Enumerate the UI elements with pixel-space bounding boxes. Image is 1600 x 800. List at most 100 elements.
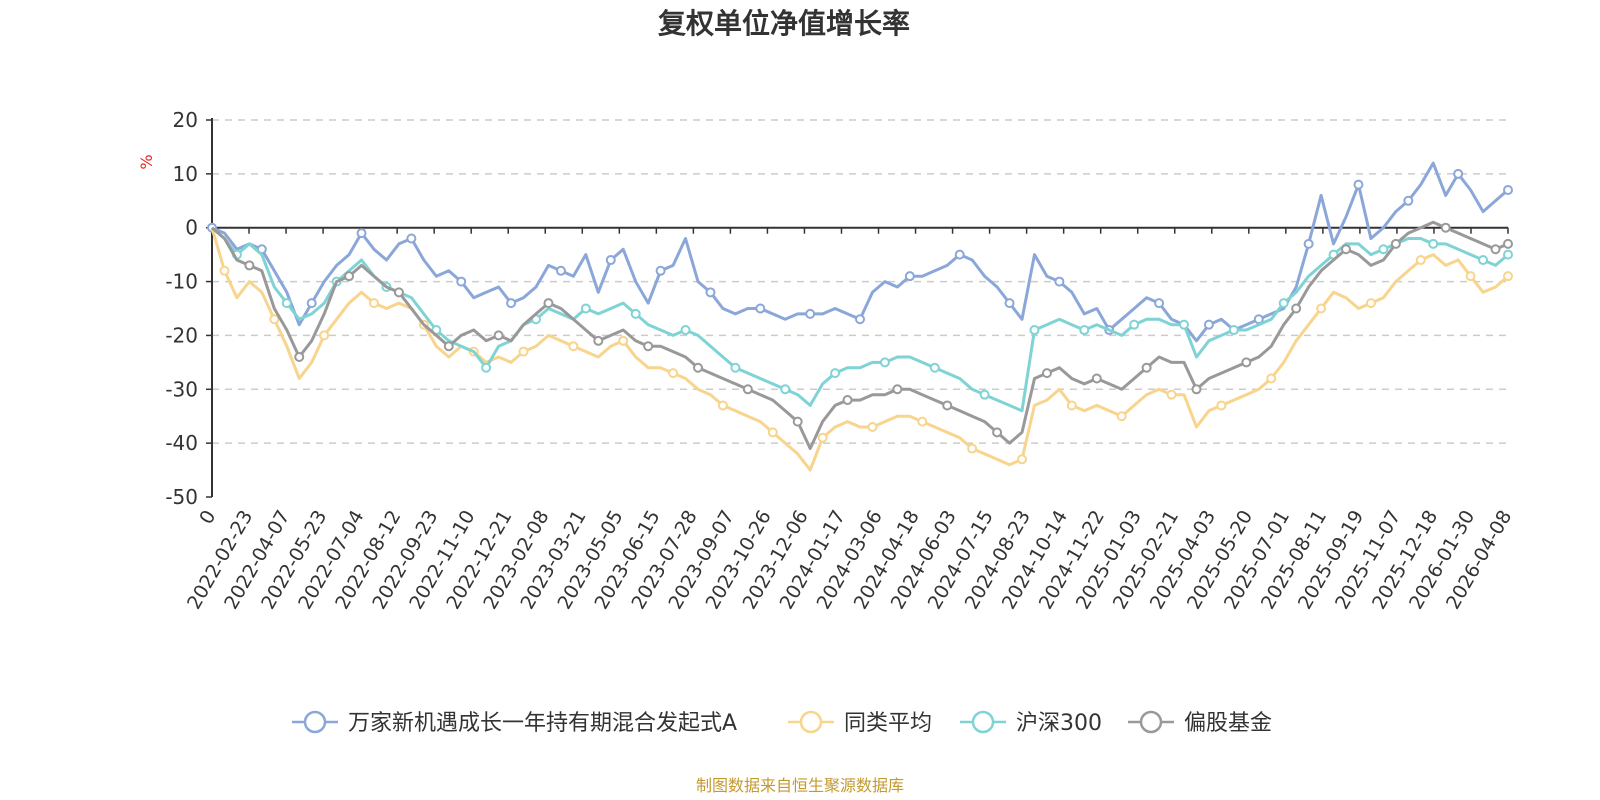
plot-area [207,161,1513,472]
series-point [1228,325,1239,336]
legend-marker [303,710,327,734]
series-line [211,220,1509,450]
series-point [767,427,778,438]
series-point [1316,303,1327,314]
legend: 万家新机遇成长一年持有期混合发起式A 同类平均 沪深300 偏股基金 [292,710,1272,736]
legend-marker [799,710,823,734]
series-point [518,346,529,357]
series-point [1291,303,1302,314]
legend-item[interactable]: 万家新机遇成长一年持有期混合发起式A [292,710,737,736]
series-point [281,298,292,309]
series-point [717,400,728,411]
series-point [1029,325,1040,336]
series-line [211,161,1509,343]
legend-item[interactable]: 沪深300 [960,710,1102,736]
series-point [244,260,255,271]
series-point [1503,185,1513,196]
series-point [543,298,554,309]
series-point [269,314,280,325]
y-tick-label: 20 [173,108,198,132]
series-line [210,227,1509,472]
series-point [954,249,965,260]
series-point [1203,319,1214,330]
series-point [668,368,679,379]
series-point [1503,249,1513,260]
series-point [1017,454,1027,465]
series-point [1004,298,1015,309]
series-point [618,335,629,346]
series-point [1341,244,1351,255]
series-point [630,308,641,319]
series-point [1390,238,1401,249]
series-point [1191,384,1202,395]
series-point [306,298,317,309]
series-point [1091,373,1102,384]
y-axis: 20 10 0 -10 -20 -30 -40 -50 [165,108,213,509]
grid-lines [212,119,1508,444]
y-tick-label: -30 [165,377,198,401]
series-point [1166,389,1177,400]
series-point [817,432,828,443]
series-point [780,384,791,395]
series-point [1453,168,1464,179]
series-point [992,427,1003,438]
series-point [1066,400,1077,411]
series-point [879,357,890,368]
series-point [1179,319,1189,330]
series-point [755,303,766,314]
legend-label: 沪深300 [1016,711,1102,736]
y-tick-label: -50 [165,485,198,509]
legend-marker [971,710,995,734]
y-tick-label: -40 [165,431,198,455]
series-point [1216,400,1227,411]
series-point [506,298,517,309]
series-point [1116,411,1127,422]
series-point [1465,271,1476,282]
series-point [892,384,903,395]
series-point [1378,244,1389,255]
series-point [219,265,230,276]
legend-item[interactable]: 偏股基金 [1128,710,1272,736]
series-point [705,287,716,298]
series-point [967,443,978,454]
series-point [493,330,504,341]
y-tick-label: 0 [185,216,198,240]
series-point [456,276,467,287]
x-tick-label: 0 [195,507,220,528]
series-point [1415,255,1426,266]
series-point [867,421,878,432]
series-point [917,416,928,427]
series-point [344,271,355,282]
series-point [356,228,367,239]
source-note: 制图数据来自恒生聚源数据库 [696,776,904,795]
y-axis-unit: % [137,154,156,169]
chart-title: 复权单位净值增长率 [658,7,910,40]
series-point [929,362,940,373]
series-point [855,314,865,325]
series-point [904,271,915,282]
series-point [805,308,816,319]
y-tick-label: -20 [165,323,198,347]
legend-label: 同类平均 [844,711,932,736]
series-point [742,384,753,395]
series-point [319,330,330,341]
series-point [1440,222,1451,233]
series-point [1154,298,1165,309]
series-point [1303,238,1314,249]
series-point [842,395,853,406]
series-point [730,362,741,373]
series-point [568,341,579,352]
series-point [481,362,492,373]
series-point [1241,357,1252,368]
series-point [1353,179,1364,190]
series-point [830,368,841,379]
series-point [1490,244,1501,255]
series-point [393,287,404,298]
series-point [406,233,417,244]
series-point [1079,325,1090,336]
y-tick-label: 10 [173,162,198,186]
series-point [1403,195,1414,206]
series-point [693,362,703,373]
legend-item[interactable]: 同类平均 [788,710,932,736]
